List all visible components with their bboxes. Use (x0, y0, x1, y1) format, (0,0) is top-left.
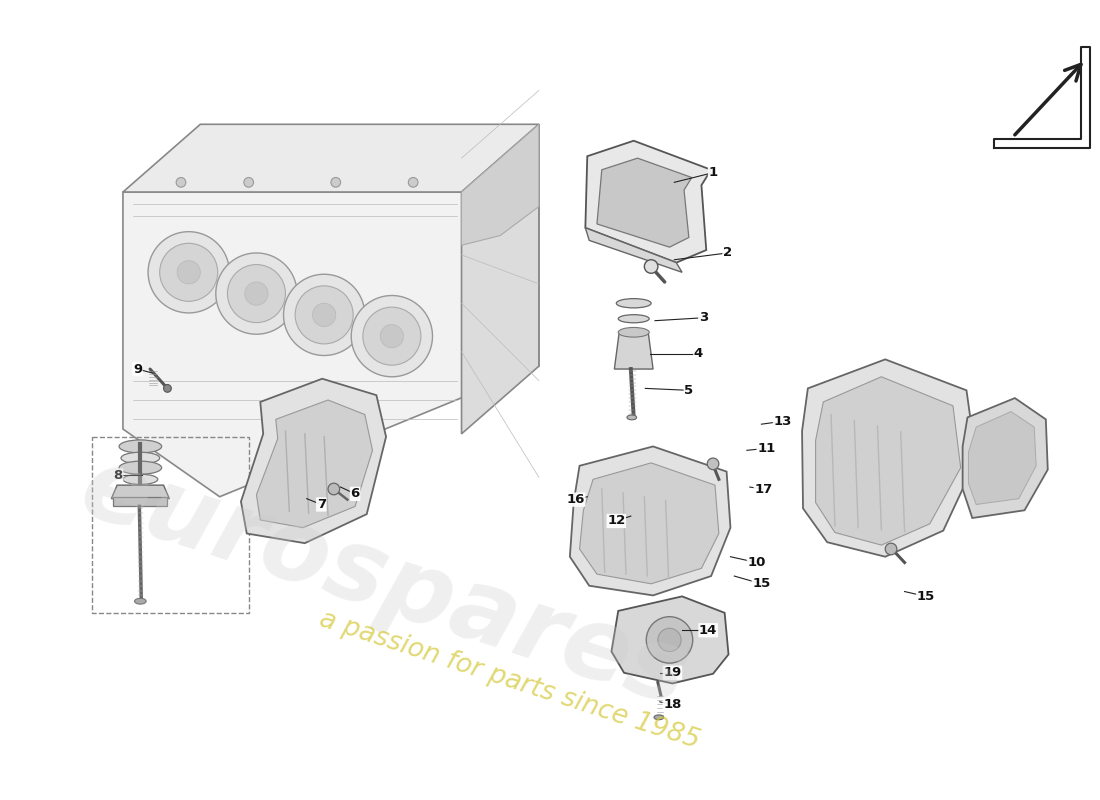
Polygon shape (815, 377, 960, 545)
Circle shape (707, 458, 718, 470)
Polygon shape (962, 398, 1048, 518)
Polygon shape (585, 228, 682, 272)
Circle shape (658, 628, 681, 651)
Polygon shape (802, 359, 976, 557)
Ellipse shape (134, 598, 146, 604)
Text: 14: 14 (698, 624, 717, 637)
Circle shape (244, 178, 253, 187)
Polygon shape (241, 378, 386, 543)
Text: 15: 15 (752, 578, 770, 590)
Circle shape (164, 385, 172, 392)
Polygon shape (968, 412, 1036, 505)
Text: 11: 11 (757, 442, 776, 455)
Circle shape (363, 307, 421, 365)
Ellipse shape (618, 314, 649, 323)
Text: 19: 19 (663, 666, 682, 679)
Ellipse shape (119, 440, 162, 453)
Text: a passion for parts since 1985: a passion for parts since 1985 (317, 606, 703, 754)
Polygon shape (111, 485, 169, 498)
Polygon shape (580, 463, 718, 584)
Text: 10: 10 (747, 556, 766, 569)
Circle shape (177, 261, 200, 284)
Text: 2: 2 (723, 246, 733, 259)
Text: 12: 12 (607, 514, 626, 527)
Circle shape (645, 260, 658, 274)
Circle shape (216, 253, 297, 334)
Circle shape (160, 243, 218, 302)
Circle shape (176, 178, 186, 187)
Text: 9: 9 (133, 362, 142, 375)
Circle shape (312, 303, 336, 326)
Text: 16: 16 (566, 493, 585, 506)
Text: 6: 6 (351, 487, 360, 500)
Ellipse shape (119, 461, 162, 474)
Text: 8: 8 (113, 469, 123, 482)
Circle shape (295, 286, 353, 344)
Text: 13: 13 (773, 414, 792, 428)
Polygon shape (462, 124, 539, 246)
Text: 18: 18 (663, 698, 682, 711)
Polygon shape (256, 400, 373, 528)
Circle shape (351, 295, 432, 377)
Circle shape (331, 178, 341, 187)
Text: 3: 3 (698, 311, 708, 324)
Polygon shape (585, 141, 711, 262)
Circle shape (328, 483, 340, 495)
Ellipse shape (627, 415, 637, 420)
Circle shape (245, 282, 268, 305)
Text: 15: 15 (916, 590, 935, 603)
Circle shape (886, 543, 896, 554)
Polygon shape (615, 332, 653, 369)
Circle shape (381, 325, 404, 348)
Circle shape (148, 232, 229, 313)
Polygon shape (597, 158, 692, 247)
Polygon shape (123, 124, 539, 497)
Ellipse shape (121, 452, 160, 464)
Polygon shape (570, 446, 730, 595)
Circle shape (228, 265, 286, 322)
Circle shape (647, 617, 693, 663)
Text: 17: 17 (755, 482, 772, 495)
Polygon shape (123, 124, 539, 192)
Text: 1: 1 (708, 166, 717, 179)
Ellipse shape (654, 715, 663, 720)
Text: 4: 4 (694, 347, 703, 360)
Ellipse shape (618, 327, 649, 337)
Polygon shape (113, 497, 167, 506)
Circle shape (408, 178, 418, 187)
Polygon shape (462, 124, 539, 434)
Text: eurospares: eurospares (68, 440, 700, 728)
Ellipse shape (123, 474, 157, 485)
Text: 5: 5 (684, 384, 693, 397)
Ellipse shape (616, 298, 651, 308)
Circle shape (284, 274, 365, 355)
Polygon shape (612, 596, 728, 683)
Ellipse shape (621, 329, 647, 336)
Text: 7: 7 (317, 498, 326, 511)
